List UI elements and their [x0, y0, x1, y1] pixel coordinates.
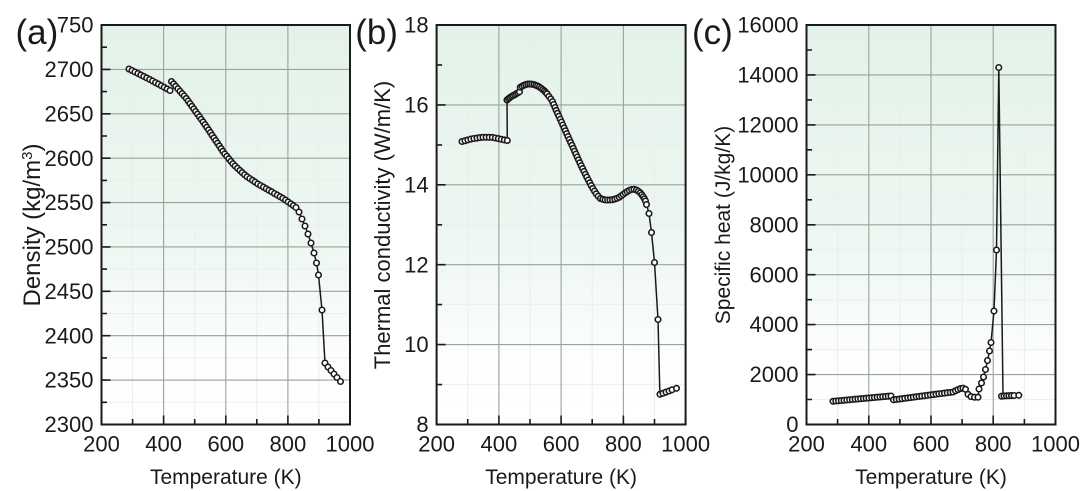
svg-text:8: 8 [416, 412, 428, 437]
svg-text:Density (kg/m3): Density (kg/m3) [19, 143, 46, 306]
svg-text:2500: 2500 [45, 235, 94, 260]
svg-text:4000: 4000 [750, 312, 799, 337]
svg-text:14000: 14000 [737, 63, 798, 88]
svg-text:6000: 6000 [750, 262, 799, 287]
svg-text:200: 200 [83, 432, 120, 457]
svg-text:600: 600 [543, 432, 580, 457]
svg-text:(b): (b) [355, 13, 398, 52]
svg-text:200: 200 [418, 432, 455, 457]
svg-text:2400: 2400 [45, 323, 94, 348]
svg-text:1000: 1000 [661, 432, 710, 457]
svg-text:800: 800 [605, 432, 642, 457]
svg-text:16000: 16000 [737, 13, 798, 38]
svg-text:2450: 2450 [45, 279, 94, 304]
svg-text:18: 18 [404, 13, 428, 38]
svg-text:0: 0 [786, 412, 798, 437]
svg-text:600: 600 [913, 432, 950, 457]
svg-text:400: 400 [850, 432, 887, 457]
svg-text:800: 800 [975, 432, 1012, 457]
svg-text:800: 800 [270, 432, 307, 457]
svg-text:Temperature (K): Temperature (K) [855, 466, 1007, 489]
svg-text:1000: 1000 [1031, 432, 1080, 457]
svg-text:Temperature (K): Temperature (K) [485, 466, 637, 489]
svg-text:12: 12 [404, 252, 428, 277]
svg-text:2700: 2700 [45, 57, 94, 82]
svg-text:(c): (c) [692, 13, 733, 52]
svg-text:12000: 12000 [737, 113, 798, 138]
svg-text:200: 200 [788, 432, 825, 457]
svg-text:2600: 2600 [45, 146, 94, 171]
svg-text:2300: 2300 [45, 412, 94, 437]
svg-text:2650: 2650 [45, 101, 94, 126]
svg-text:16: 16 [404, 93, 428, 118]
svg-text:10000: 10000 [737, 162, 798, 187]
svg-text:600: 600 [207, 432, 244, 457]
svg-text:400: 400 [145, 432, 182, 457]
svg-text:8000: 8000 [750, 212, 799, 237]
svg-text:Specific heat (J/kg/K): Specific heat (J/kg/K) [712, 126, 735, 324]
svg-text:2350: 2350 [45, 368, 94, 393]
svg-text:Thermal conductivity (W/m/K): Thermal conductivity (W/m/K) [370, 81, 395, 370]
svg-text:2000: 2000 [750, 362, 799, 387]
svg-text:(a): (a) [16, 13, 59, 52]
svg-text:2550: 2550 [45, 190, 94, 215]
svg-text:1000: 1000 [326, 432, 375, 457]
svg-text:14: 14 [404, 172, 428, 197]
svg-text:Temperature (K): Temperature (K) [150, 466, 302, 489]
svg-text:10: 10 [404, 332, 428, 357]
svg-text:400: 400 [481, 432, 518, 457]
